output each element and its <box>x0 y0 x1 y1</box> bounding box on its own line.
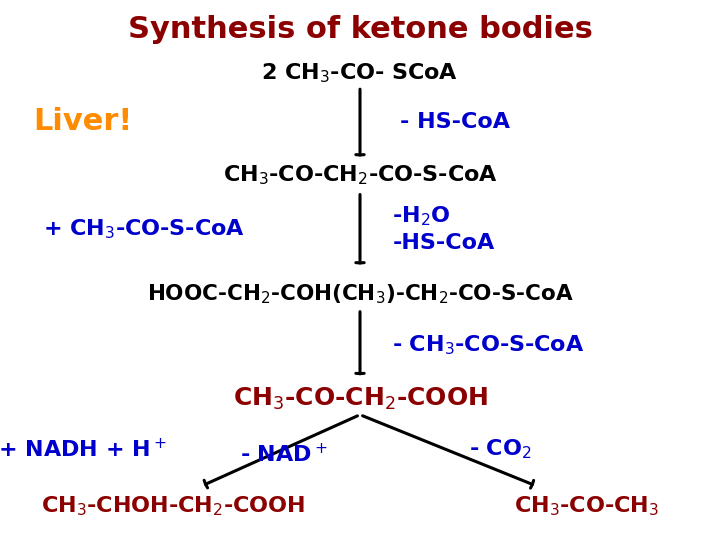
Text: Liver!: Liver! <box>33 107 132 136</box>
Text: CH$_3$-CO-CH$_2$-COOH: CH$_3$-CO-CH$_2$-COOH <box>233 386 487 411</box>
Text: - CO$_2$: - CO$_2$ <box>469 437 532 461</box>
Text: CH$_3$-CO-CH$_3$: CH$_3$-CO-CH$_3$ <box>514 495 660 518</box>
Text: - CH$_3$-CO-S-CoA: - CH$_3$-CO-S-CoA <box>392 334 585 357</box>
Text: + CH$_3$-CO-S-CoA: + CH$_3$-CO-S-CoA <box>43 218 245 241</box>
Text: 2 CH$_3$-CO- SCoA: 2 CH$_3$-CO- SCoA <box>261 61 459 85</box>
Text: - HS-CoA: - HS-CoA <box>400 111 510 132</box>
Text: Synthesis of ketone bodies: Synthesis of ketone bodies <box>127 15 593 44</box>
Text: -HS-CoA: -HS-CoA <box>392 233 495 253</box>
Text: -H$_2$O: -H$_2$O <box>392 204 451 228</box>
Text: CH$_3$-CO-CH$_2$-CO-S-CoA: CH$_3$-CO-CH$_2$-CO-S-CoA <box>222 164 498 187</box>
Text: CH$_3$-CHOH-CH$_2$-COOH: CH$_3$-CHOH-CH$_2$-COOH <box>41 495 305 518</box>
Text: - NAD$^+$: - NAD$^+$ <box>240 443 328 467</box>
Text: HOOC-CH$_2$-COH(CH$_3$)-CH$_2$-CO-S-CoA: HOOC-CH$_2$-COH(CH$_3$)-CH$_2$-CO-S-CoA <box>147 282 573 306</box>
Text: + NADH + H$^+$: + NADH + H$^+$ <box>0 437 167 461</box>
